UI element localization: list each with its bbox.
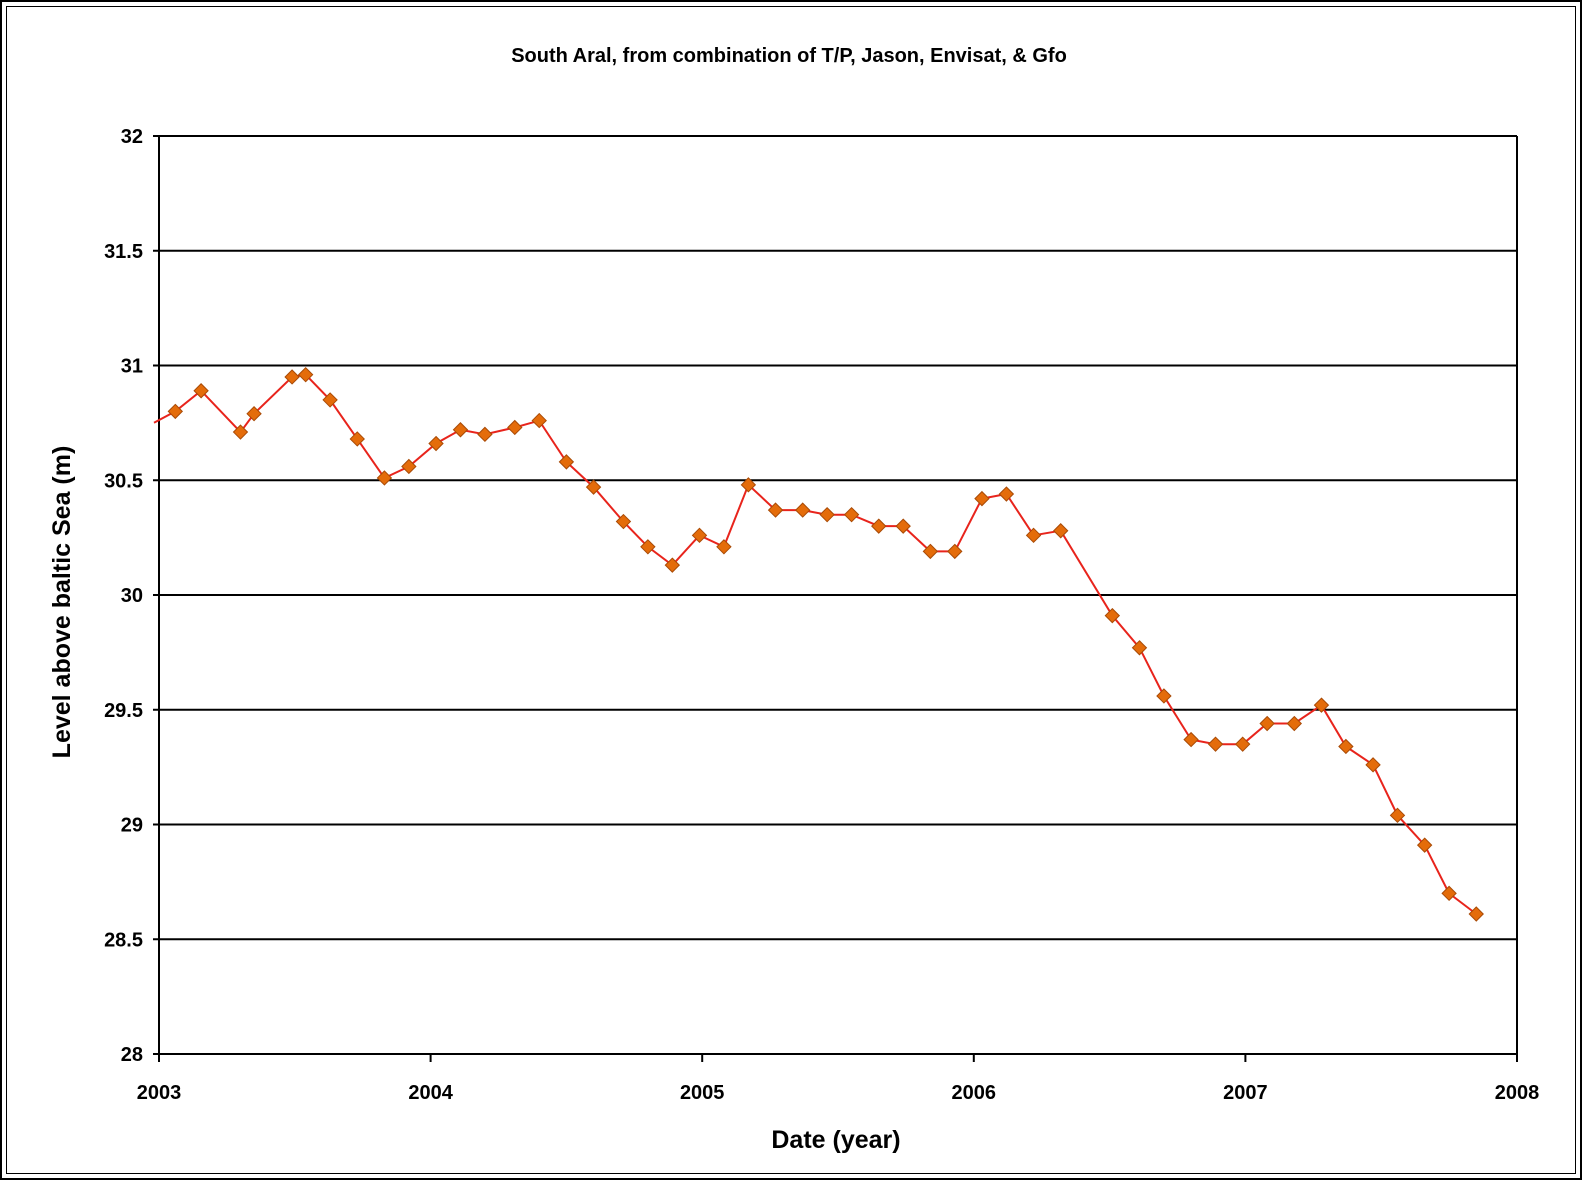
y-tick-label: 30 [121,585,143,607]
data-point [477,426,493,443]
data-point [585,479,602,495]
y-tick-label: 31 [121,356,143,378]
y-tick-label: 32 [121,126,143,148]
grid-layer [159,135,1517,941]
y-tick-label: 28 [121,1044,143,1066]
data-point [1416,837,1433,853]
data-point [428,435,444,452]
data-point [246,405,262,422]
data-point [167,403,184,420]
data-point [1183,731,1199,748]
y-tick-label: 30.5 [104,470,143,492]
tick-label-layer: 28 28.5 29 29.5 30 30.5 31 31.5 32 2003 2004 2005 20… [104,126,1539,1104]
data-point [794,502,811,518]
data-point [740,477,757,493]
data-point [1365,757,1381,773]
data-point [507,419,523,436]
data-point [947,543,963,560]
x-tick-label: 2006 [952,1082,997,1104]
data-point [1053,523,1069,539]
series-line [153,373,1477,915]
y-tick-label: 29.5 [104,700,143,722]
data-point [452,422,469,438]
data-point [322,392,338,408]
x-axis-title: Date (year) [771,1126,900,1154]
data-point [1104,607,1121,624]
data-point [1025,527,1042,544]
x-tick-label: 2003 [137,1082,182,1104]
y-axis-title: Level above baltic Sea (m) [48,446,76,759]
data-point [1156,688,1172,704]
data-point [1286,715,1302,732]
data-point [922,543,939,560]
data-point [531,412,547,429]
data-point [376,470,393,486]
data-point [664,557,681,573]
data-point [193,383,209,399]
y-tick-label: 29 [121,815,143,837]
y-tick-label: 31.5 [104,241,143,263]
data-point [1338,738,1354,755]
data-point [691,527,708,544]
data-point [401,458,417,475]
data-point [1313,697,1330,713]
x-tick-label: 2004 [408,1082,453,1104]
data-point [1234,736,1251,752]
data-point [558,454,575,470]
data-point [843,506,860,523]
data-point [284,369,300,385]
data-point [767,502,784,518]
data-point [998,486,1015,502]
data-point [1259,715,1275,732]
data-point [895,518,911,534]
data-point [819,506,835,523]
y-tick-label: 28.5 [104,929,143,951]
data-point [1468,906,1484,922]
data-point [1131,640,1148,656]
x-tick-label: 2008 [1495,1082,1540,1104]
data-point [232,424,249,440]
data-point [1389,807,1406,824]
data-point [1441,885,1457,902]
data-point [297,366,314,383]
x-tick-label: 2007 [1223,1082,1268,1104]
data-point [1207,736,1224,752]
data-point [640,539,656,555]
data-point [349,431,365,447]
axis-layer [153,135,1518,1062]
x-tick-label: 2005 [680,1082,725,1104]
data-point [716,539,732,555]
series-layer [153,366,1484,922]
data-point [871,518,887,534]
data-point [974,490,990,507]
data-point [615,513,632,530]
chart-title: South Aral, from combination of T/P, Jas… [511,45,1067,67]
